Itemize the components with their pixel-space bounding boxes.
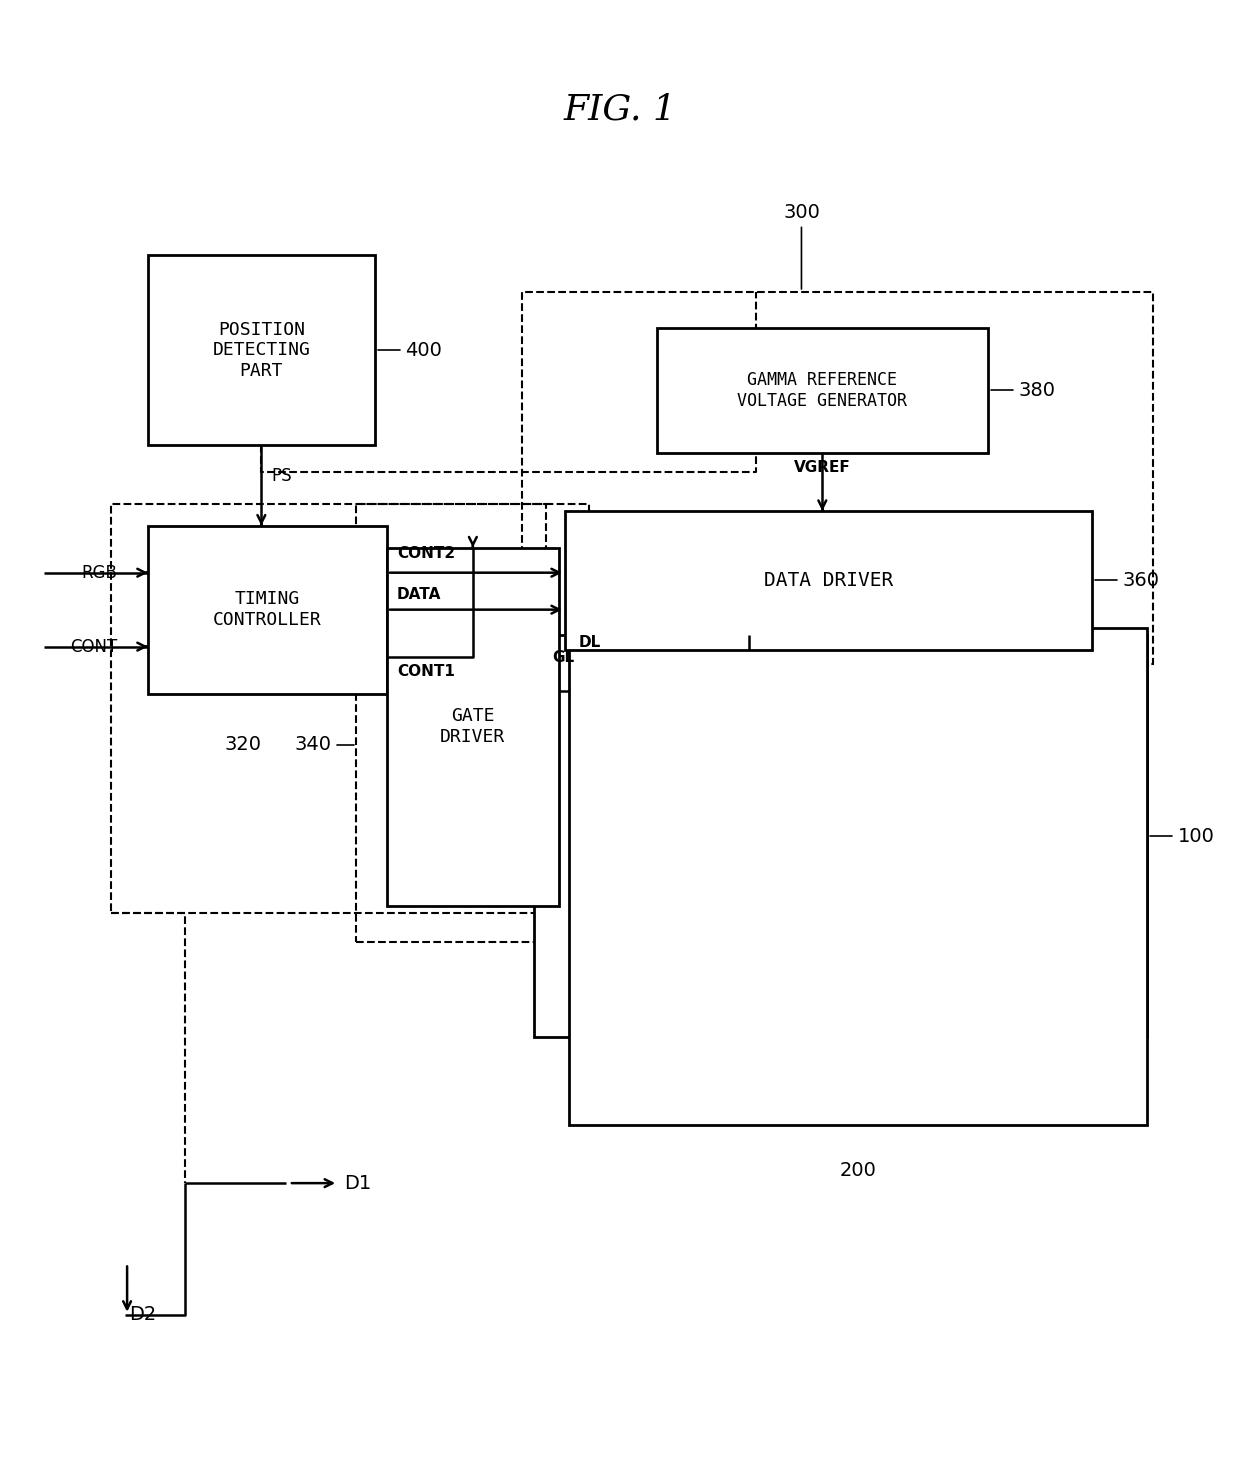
Bar (565, 510, 1092, 650)
Bar (356, 504, 589, 943)
Bar (148, 525, 387, 693)
Text: PS: PS (272, 468, 291, 485)
Bar (534, 636, 1147, 1037)
Bar (568, 628, 1147, 1125)
Text: DATA: DATA (397, 587, 441, 602)
Text: RGB: RGB (82, 563, 118, 581)
Text: 400: 400 (377, 341, 443, 360)
Text: GATE
DRIVER: GATE DRIVER (440, 707, 506, 746)
Text: CONT1: CONT1 (397, 664, 455, 678)
Text: D2: D2 (129, 1305, 156, 1325)
Text: CONT: CONT (69, 637, 118, 655)
Bar (387, 547, 559, 906)
Text: 200: 200 (839, 1161, 877, 1180)
Text: GL: GL (553, 650, 574, 665)
Bar (522, 292, 1153, 664)
Text: DL: DL (578, 636, 600, 650)
Text: 100: 100 (1149, 826, 1215, 845)
Text: CONT2: CONT2 (397, 546, 455, 560)
Text: VGREF: VGREF (794, 460, 851, 475)
Text: 300: 300 (782, 202, 820, 289)
Text: TIMING
CONTROLLER: TIMING CONTROLLER (213, 590, 322, 628)
Text: 360: 360 (1095, 571, 1159, 590)
Bar (148, 255, 374, 445)
Text: FIG. 1: FIG. 1 (563, 93, 677, 127)
Text: DATA DRIVER: DATA DRIVER (764, 571, 893, 590)
Text: D1: D1 (345, 1174, 371, 1193)
Bar (657, 329, 988, 453)
Bar (112, 504, 547, 913)
Text: GAMMA REFERENCE
VOLTAGE GENERATOR: GAMMA REFERENCE VOLTAGE GENERATOR (738, 372, 908, 410)
Text: POSITION
DETECTING
PART: POSITION DETECTING PART (212, 320, 310, 381)
Text: 320: 320 (224, 735, 262, 754)
Text: 380: 380 (991, 381, 1055, 400)
Text: 340: 340 (295, 736, 353, 754)
